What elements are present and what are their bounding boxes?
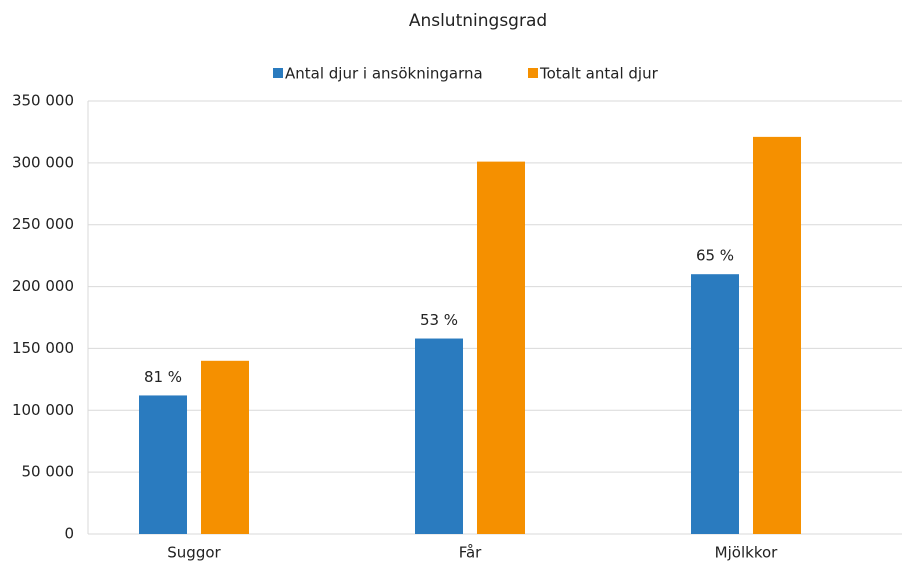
y-tick-label: 50 000 [22,463,75,481]
x-tick-label: Får [459,544,482,562]
y-tick-label: 350 000 [12,92,74,110]
y-tick-label: 150 000 [12,339,74,357]
data-label: 81 % [144,368,182,386]
chart-title: Anslutningsgrad [409,11,547,31]
legend-swatch [528,68,538,78]
bar [477,161,525,534]
x-tick-label: Suggor [167,544,221,562]
x-tick-label: Mjölkkor [715,544,778,562]
y-tick-label: 200 000 [12,277,74,295]
y-tick-label: 300 000 [12,153,74,171]
y-tick-label: 250 000 [12,215,74,233]
data-label: 53 % [420,311,458,329]
legend-label: Totalt antal djur [539,65,659,83]
bar [691,274,739,534]
bar [415,338,463,534]
legend-label: Antal djur i ansökningarna [285,65,483,83]
y-tick-label: 100 000 [12,401,74,419]
bar [201,360,249,534]
data-label: 65 % [696,247,734,265]
bar [753,136,801,534]
y-tick-label: 0 [64,525,74,543]
legend-swatch [273,68,283,78]
bar [139,395,187,534]
